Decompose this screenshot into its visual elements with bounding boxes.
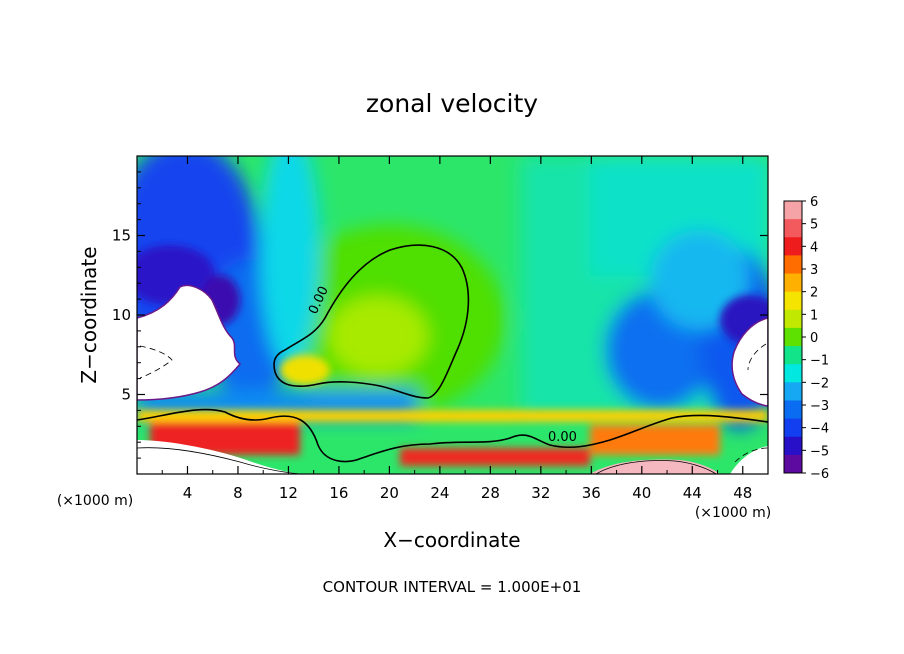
colorbar-label: 6	[810, 195, 818, 210]
y-tick-label: 15	[112, 227, 131, 245]
colorbar-label: −6	[810, 467, 829, 482]
y-tick-label: 5	[121, 386, 131, 404]
x-tick-label: 28	[481, 484, 500, 502]
x-tick-label: 12	[279, 484, 298, 502]
x-tick-label: 40	[632, 484, 651, 502]
colorbar-swatch	[784, 237, 802, 256]
x-tick-label: 16	[329, 484, 348, 502]
colorbar-label: −2	[810, 376, 829, 391]
colorbar-swatch	[784, 201, 802, 220]
colorbar-label: −4	[810, 422, 829, 437]
out-of-range-left	[137, 284, 242, 401]
colorbar-swatch	[784, 364, 802, 383]
colorbar-swatch	[784, 309, 802, 329]
x-axis-units-right: (×1000 m)	[695, 505, 771, 521]
colorbar-swatch	[784, 418, 802, 438]
out-of-range-right	[731, 317, 768, 407]
x-tick-label: 36	[582, 484, 601, 502]
x-tick-label: 4	[183, 484, 193, 502]
colorbar-swatch	[784, 291, 802, 311]
y-axis: 5 10 15	[112, 171, 768, 459]
colorbar-swatch	[784, 400, 802, 420]
x-tick-label: 20	[380, 484, 399, 502]
x-tick-label: 8	[233, 484, 243, 502]
colorbar-label: −1	[810, 354, 829, 369]
colorbar-swatch	[784, 454, 802, 474]
contour-label-lower: 0.00	[548, 430, 577, 445]
x-tick-label: 44	[683, 484, 702, 502]
colorbar-label: 4	[810, 240, 818, 255]
chart-title: zonal velocity	[366, 89, 538, 118]
zero-contour-upper	[273, 244, 470, 399]
y-axis-label: Z−coordinate	[77, 246, 101, 383]
x-axis: 4 8 12 16 20 24 28 32 36 40 44 48	[161, 156, 752, 502]
colorbar-label: 3	[810, 263, 818, 278]
zero-contour-lower	[137, 408, 768, 463]
colorbar-label: 2	[810, 286, 818, 301]
colorbar-swatch	[784, 255, 802, 275]
x-axis-label: X−coordinate	[383, 528, 520, 552]
colorbar-swatch	[784, 346, 802, 365]
colorbar-swatch	[784, 327, 802, 347]
colorbar-label: 1	[810, 308, 818, 323]
colorbar: 6 5 4 3 2 1 0 −1 −2 −3 −4 −5 −6	[783, 195, 829, 482]
x-tick-label: 24	[430, 484, 449, 502]
colorbar-swatch	[784, 436, 802, 456]
contour-interval-note: CONTOUR INTERVAL = 1.000E+01	[323, 578, 582, 596]
colorbar-label: −3	[810, 399, 829, 414]
x-tick-label: 48	[733, 484, 752, 502]
velocity-field	[137, 156, 768, 474]
colorbar-swatch	[784, 382, 802, 401]
colorbar-label: −5	[810, 444, 829, 459]
x-tick-label: 32	[531, 484, 550, 502]
x-axis-units-left: (×1000 m)	[57, 493, 133, 509]
colorbar-swatch	[784, 219, 802, 238]
colorbar-label: 5	[810, 218, 818, 233]
colorbar-label: 0	[810, 331, 818, 346]
colorbar-swatch	[784, 273, 802, 293]
y-tick-label: 10	[112, 306, 131, 324]
